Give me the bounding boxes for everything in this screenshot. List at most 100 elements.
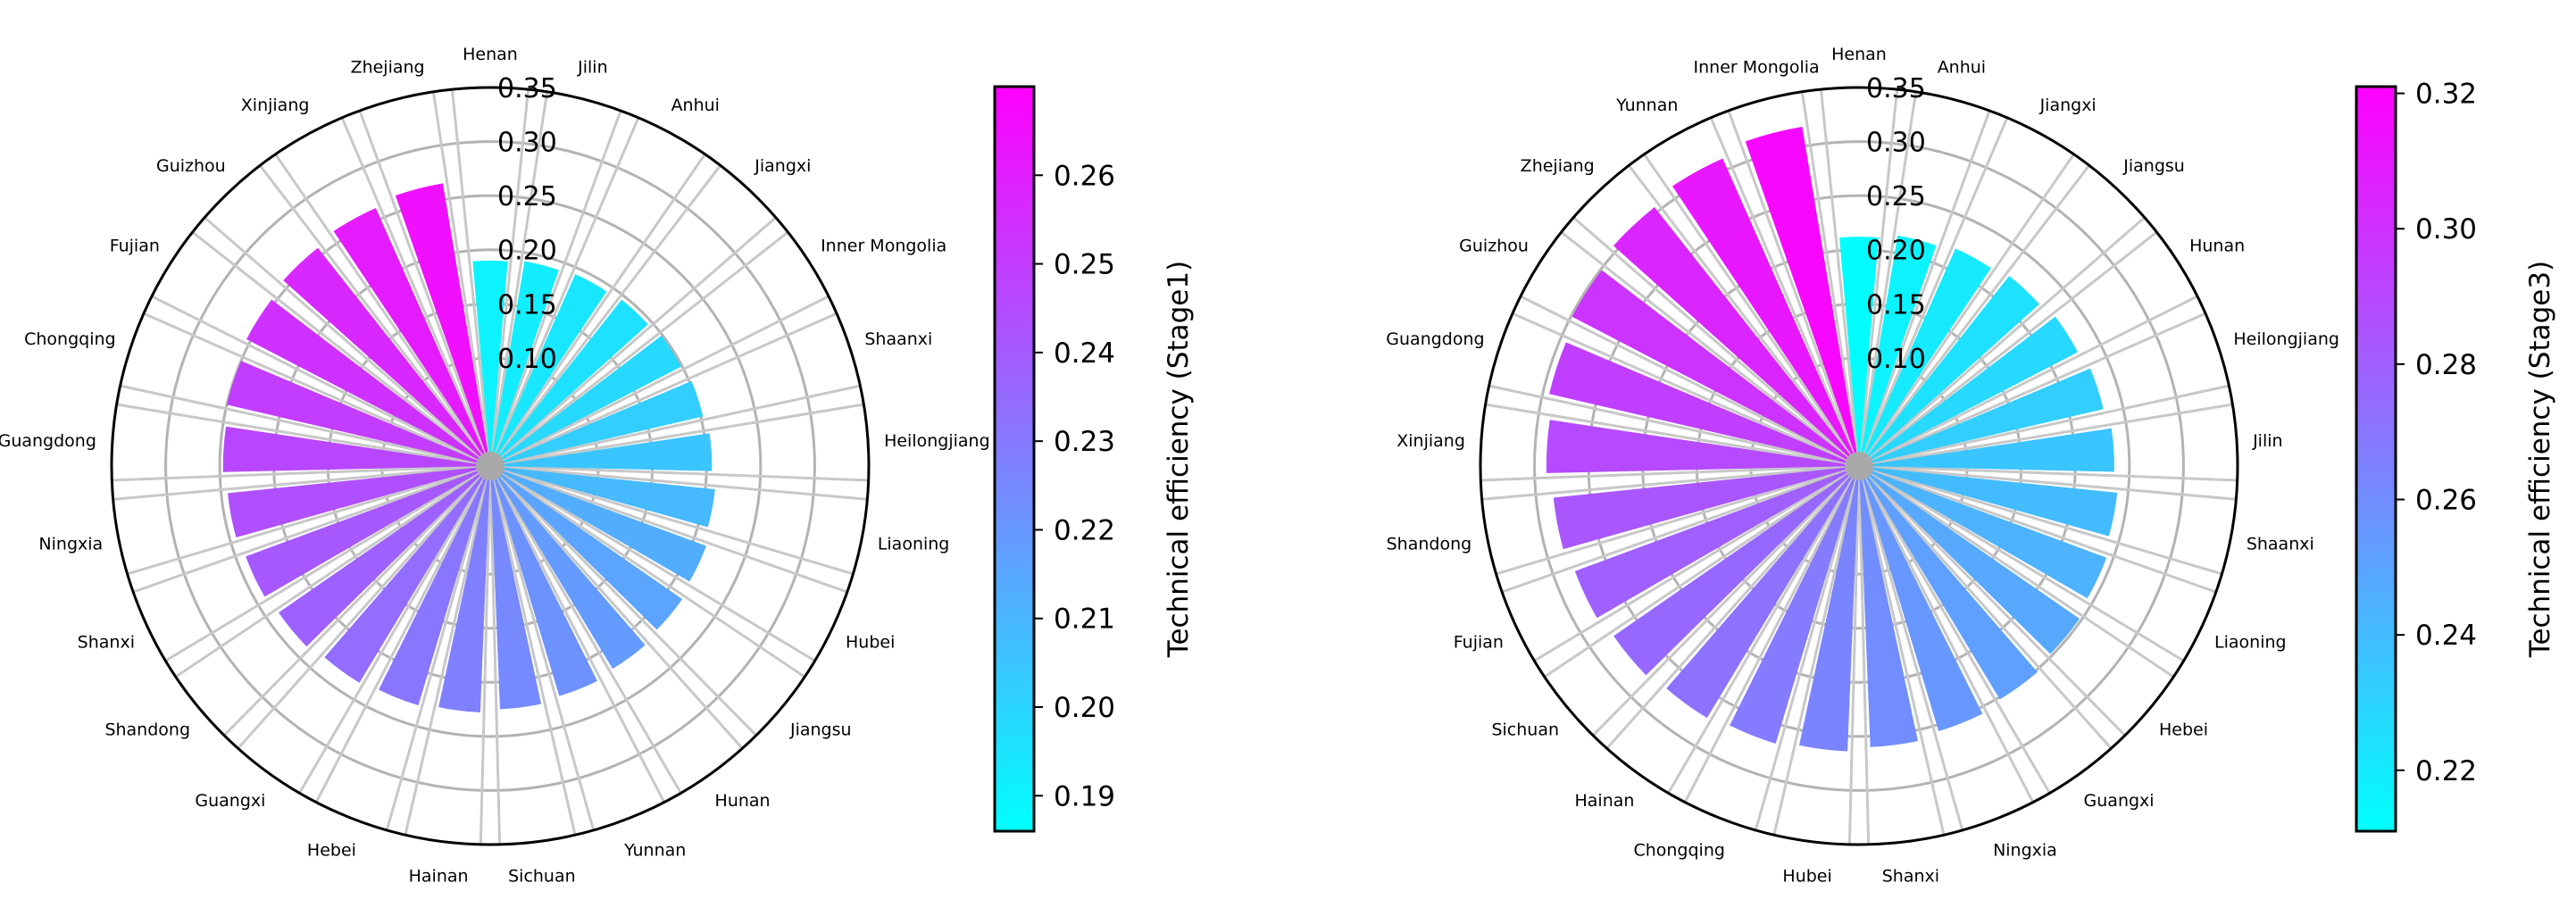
category-label: Ningxia — [1993, 841, 2057, 861]
category-label: Henan — [1831, 45, 1887, 64]
category-label: Liaoning — [2214, 633, 2287, 653]
angular-gridline — [1857, 465, 2035, 804]
angular-gridline — [488, 464, 757, 737]
bar-guangdong — [1549, 342, 1859, 466]
angular-gridline — [340, 117, 492, 467]
colorbar-tick-label: 0.20 — [1054, 692, 1115, 724]
angular-gridline — [1480, 464, 1860, 482]
colorbar-tick-label: 0.30 — [2415, 213, 2477, 246]
angular-gridline — [1800, 91, 1861, 467]
colorbar-tick-label: 0.24 — [1054, 337, 1115, 370]
colorbar-tick-label: 0.26 — [1054, 160, 1115, 192]
angular-gridline — [431, 91, 492, 467]
bar-hubei — [490, 466, 707, 582]
angular-gridline — [488, 88, 530, 467]
angular-gridline — [489, 464, 854, 576]
bar-hubei — [1798, 466, 1859, 752]
angular-gridline — [151, 295, 491, 468]
bar-shanxi — [1859, 466, 1919, 747]
bar-guangxi — [1859, 466, 2038, 700]
bar-henan — [1839, 237, 1879, 466]
radial-tick-label: 0.25 — [1866, 181, 1926, 212]
category-label: Anhui — [1938, 58, 1986, 78]
category-label: Shanxi — [78, 633, 135, 653]
angular-gridline — [488, 164, 721, 467]
angular-gridline — [1858, 464, 2237, 501]
angular-gridline — [237, 465, 492, 750]
bar-guizhou — [1571, 270, 1859, 466]
angular-gridline — [1488, 384, 1860, 468]
colorbar-gradient — [993, 85, 1036, 833]
category-label: Heilongjiang — [2233, 329, 2339, 349]
angular-gridline — [489, 464, 848, 594]
angular-gridline — [1858, 464, 2217, 594]
category-label: Hainan — [1575, 791, 1635, 811]
colorbar-tick-label: 0.24 — [2415, 620, 2477, 652]
category-label: Hunan — [2189, 236, 2245, 255]
category-label: Liaoning — [878, 535, 950, 554]
category-label: Guangxi — [195, 791, 265, 811]
category-label: Hubei — [1782, 866, 1831, 886]
category-label: Guizhou — [156, 156, 226, 176]
radial-gridline — [1533, 140, 2185, 792]
radial-tick-label: 0.30 — [497, 128, 557, 159]
bar-liaoning — [490, 466, 715, 528]
category-label: Zhejiang — [1521, 156, 1595, 176]
category-label: Chongqing — [24, 329, 115, 349]
bar-liaoning — [1859, 466, 2107, 599]
category-label: Shaanxi — [2247, 535, 2314, 554]
bars — [1546, 127, 2118, 752]
category-label: Fujian — [110, 236, 160, 255]
angular-gridline — [1857, 464, 2126, 737]
angular-gridline — [164, 464, 491, 662]
angular-gridline — [404, 465, 492, 836]
angular-gridline — [112, 464, 491, 482]
angular-gridline — [113, 464, 491, 501]
bar-ningxia — [1859, 466, 1983, 732]
category-label: Guangdong — [1386, 329, 1484, 349]
bar-shandong — [1553, 466, 1859, 550]
bar-guangxi — [324, 466, 490, 683]
category-label: Guangxi — [2084, 791, 2155, 811]
radial-tick-label: 0.10 — [1866, 344, 1926, 375]
bar-henan — [472, 260, 508, 466]
colorbar-tick-label: 0.25 — [1054, 249, 1115, 281]
colorbar-gradient — [2355, 85, 2397, 833]
bar-xinjiang — [333, 207, 490, 467]
bar-jiangsu — [1859, 276, 2039, 466]
bar-shanxi — [246, 466, 490, 597]
angular-gridline — [1857, 465, 1871, 845]
angular-gridline — [1858, 464, 2175, 679]
bar-jiangsu — [490, 466, 683, 630]
bar-jiangxi — [490, 299, 648, 466]
bar-chongqing — [227, 361, 490, 466]
colorbar-tick-label: 0.21 — [1054, 604, 1115, 636]
angular-gridline — [298, 465, 492, 795]
angular-gridline — [1628, 164, 1861, 467]
category-label: Zhejiang — [351, 58, 425, 78]
bar-inner-mongolia — [490, 335, 681, 466]
angular-gridline — [1857, 465, 2113, 750]
category-label: Jiangxi — [2039, 96, 2097, 115]
angular-gridline — [489, 464, 868, 501]
bar-sichuan — [490, 466, 542, 710]
angular-gridline — [127, 464, 491, 576]
colorbar-tick-label: 0.32 — [2415, 79, 2477, 111]
angular-gridline — [1858, 312, 2206, 468]
bar-yunnan — [1671, 158, 1859, 466]
bar-hainan — [438, 466, 490, 712]
radial-tick-label: 0.25 — [497, 181, 557, 212]
colorbar-title: Technical efficiency (Stage1) — [1163, 261, 1195, 658]
bar-jiangxi — [1859, 248, 1991, 466]
category-label: Hubei — [846, 633, 895, 653]
angular-gridline — [1857, 110, 1991, 467]
category-label: Guizhou — [1459, 236, 1529, 255]
angular-gridline — [1857, 153, 2075, 467]
category-label: Xinjiang — [241, 96, 310, 115]
radial-tick-label: 0.10 — [497, 344, 557, 375]
category-label: Jilin — [2252, 431, 2282, 451]
angular-gridline — [489, 230, 789, 468]
angular-gridline — [488, 110, 622, 467]
category-label: Fujian — [1454, 633, 1504, 653]
